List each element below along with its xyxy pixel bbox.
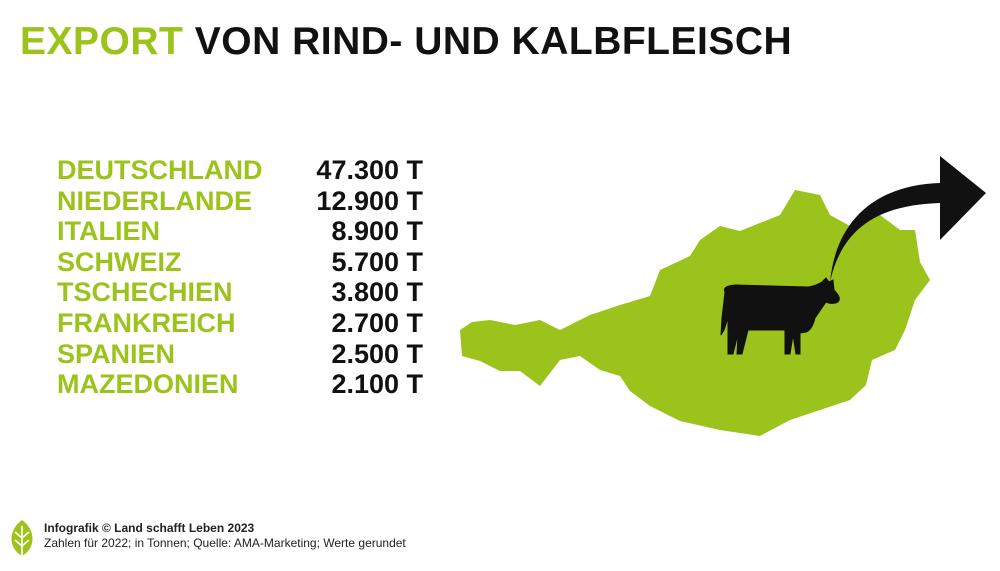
table-row: NIEDERLANDE 12.900 T: [57, 186, 423, 217]
country: TSCHECHIEN: [57, 277, 233, 308]
footer-note: Zahlen für 2022; in Tonnen; Quelle: AMA-…: [44, 536, 406, 550]
footer: Infografik © Land schafft Leben 2023 Zah…: [44, 521, 406, 551]
table-row: FRANKREICH 2.700 T: [57, 308, 423, 339]
country: ITALIEN: [57, 216, 160, 247]
title: EXPORT VON RIND- UND KALBFLEISCH: [20, 20, 792, 64]
country: SPANIEN: [57, 338, 176, 369]
table-row: MAZEDONIEN 2.100 T: [57, 369, 423, 400]
cow: [720, 277, 840, 355]
table-row: DEUTSCHLAND 47.300 T: [57, 155, 423, 186]
export-amount: 47.300 T: [316, 155, 423, 185]
export-amount: 5.700 T: [331, 246, 423, 277]
table-row: SPANIEN 2.500 T: [57, 339, 423, 370]
austria-map: [460, 190, 930, 436]
country: FRANKREICH: [57, 307, 236, 338]
country: MAZEDONIEN: [57, 369, 239, 400]
logo: [11, 520, 33, 556]
export-table: DEUTSCHLAND 47.300 T NIEDERLANDE 12.900 T IT…: [57, 155, 423, 400]
export-amount: 12.900 T: [316, 185, 423, 216]
table-row: SCHWEIZ 5.700 T: [57, 247, 423, 278]
country: SCHWEIZ: [57, 246, 182, 277]
export-amount: 3.800 T: [331, 277, 423, 308]
title-rest: VON RIND- UND KALBFLEISCH: [194, 20, 793, 63]
title-highlight: EXPORT: [20, 20, 184, 63]
export-amount: 2.500 T: [331, 338, 423, 369]
arrow: [830, 156, 986, 282]
export-amount: 2.100 T: [331, 369, 423, 400]
export-amount: 8.900 T: [331, 216, 423, 247]
export-amount: 2.700 T: [331, 307, 423, 338]
country: NIEDERLANDE: [57, 185, 253, 216]
country: DEUTSCHLAND: [57, 155, 263, 185]
table-row: ITALIEN 8.900 T: [57, 216, 423, 247]
footer-credit: Infografik © Land schafft Leben 2023: [44, 521, 255, 535]
table-row: TSCHECHIEN 3.800 T: [57, 277, 423, 308]
